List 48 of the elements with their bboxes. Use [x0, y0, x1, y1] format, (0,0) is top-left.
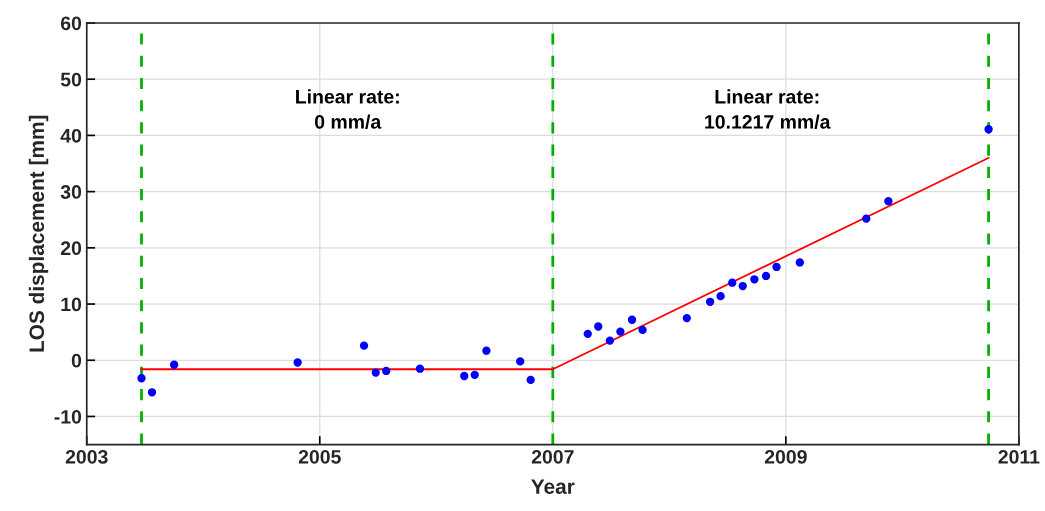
point — [682, 313, 691, 323]
y-tick-label: -10 — [54, 409, 82, 424]
x-tick-label: 2005 — [298, 449, 341, 464]
point — [772, 262, 781, 272]
point — [382, 366, 391, 376]
point — [984, 125, 993, 134]
point — [594, 322, 603, 331]
annotation: Linear rate: 0 mm/a — [296, 89, 399, 129]
y-tick-label: 50 — [60, 72, 82, 87]
x-tick-label: 2009 — [764, 449, 807, 464]
point — [147, 388, 157, 397]
x-tick-label: 2007 — [531, 449, 574, 464]
point — [169, 360, 179, 369]
point — [638, 325, 647, 335]
point — [482, 346, 491, 355]
point — [470, 370, 479, 380]
x-axis-title: Year — [531, 479, 575, 494]
point — [526, 375, 535, 385]
point — [359, 341, 369, 350]
point — [728, 278, 737, 287]
point — [293, 358, 302, 367]
x-tick-label: 2003 — [65, 449, 108, 464]
point — [137, 374, 146, 383]
point — [371, 368, 380, 377]
point — [460, 371, 469, 381]
point — [583, 329, 592, 338]
point — [862, 214, 871, 223]
point — [750, 275, 759, 284]
point — [761, 271, 771, 281]
y-tick-label: 30 — [60, 185, 82, 199]
point — [716, 292, 725, 301]
y-tick-label: 40 — [60, 128, 82, 143]
point — [415, 364, 425, 373]
x-tick-label: 2011 — [998, 449, 1040, 464]
y-tick-label: 60 — [60, 16, 82, 31]
point — [516, 357, 525, 366]
y-tick-label: 20 — [60, 241, 82, 256]
point — [884, 197, 893, 206]
y-tick-label: 10 — [61, 297, 82, 312]
point — [627, 315, 637, 324]
point — [795, 258, 804, 267]
point — [738, 281, 747, 291]
y-axis-title: LOS displacement [mm] — [28, 115, 49, 352]
annotation: Linear rate: 10.1217 mm/a — [705, 89, 831, 129]
point — [705, 297, 715, 306]
point — [616, 327, 625, 336]
point — [605, 336, 615, 345]
y-tick-label: 0 — [71, 353, 82, 368]
